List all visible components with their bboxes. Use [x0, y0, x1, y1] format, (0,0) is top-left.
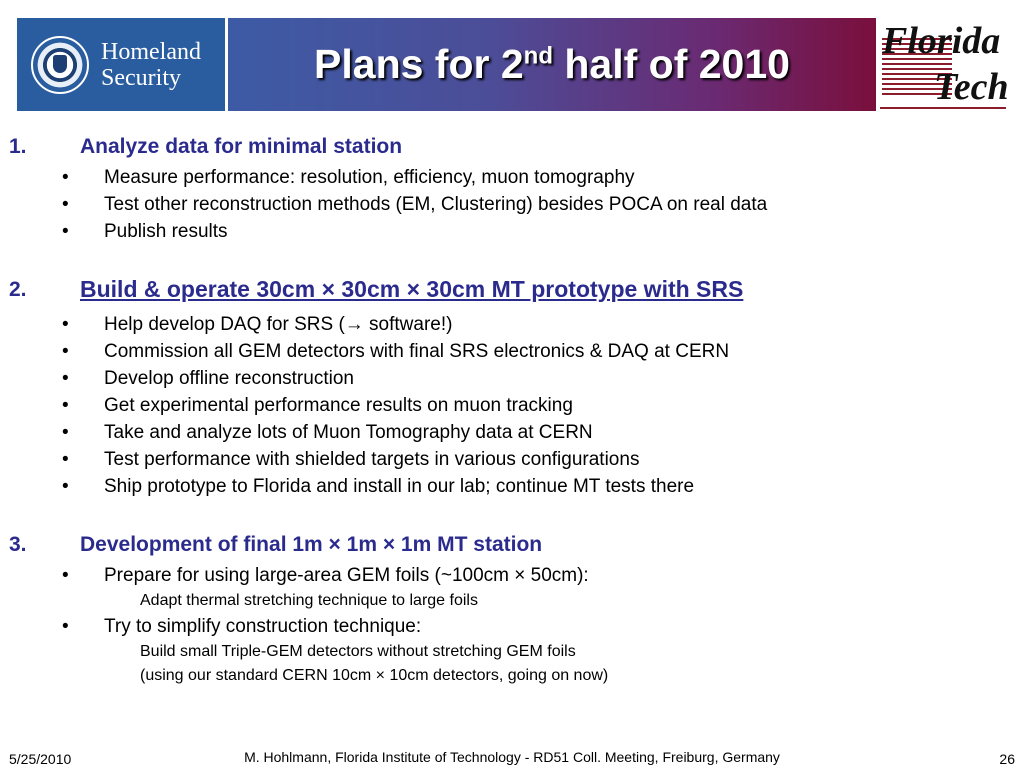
- list-item: • Publish results: [0, 218, 1024, 245]
- list-item-text: Prepare for using large-area GEM foils (…: [104, 565, 589, 586]
- bullet-icon: •: [62, 565, 69, 586]
- florida-tech-rule: [880, 107, 1006, 109]
- section-heading: 3. Development of final 1m × 1m × 1m MT …: [0, 530, 1024, 562]
- sub-list-item-text: Build small Triple-GEM detectors without…: [140, 643, 576, 660]
- page-number: 26: [999, 751, 1015, 767]
- list-item-text: Get experimental performance results on …: [104, 395, 573, 416]
- list-item: • Develop offline reconstruction: [0, 365, 1024, 392]
- list-item-text: Ship prototype to Florida and install in…: [104, 476, 695, 497]
- section-1: 1. Analyze data for minimal station • Mea…: [0, 132, 1024, 245]
- list-item-text: Commission all GEM detectors with final …: [104, 341, 730, 362]
- footer-date: 5/25/2010: [9, 751, 72, 767]
- list-item: • Test other reconstruction methods (EM, …: [0, 191, 1024, 218]
- list-item: • Test performance with shielded targets …: [0, 446, 1024, 473]
- section-number: 3.: [9, 533, 27, 556]
- bullet-icon: •: [62, 449, 69, 470]
- section-number: 2.: [9, 278, 27, 301]
- list-item-text: Develop offline reconstruction: [104, 368, 354, 389]
- bullet-icon: •: [62, 341, 69, 362]
- title-superscript: nd: [523, 42, 553, 70]
- sub-list-item: (using our standard CERN 10cm × 10cm det…: [0, 664, 1024, 688]
- section-2: 2. Build & operate 30cm × 30cm × 30cm MT…: [0, 275, 1024, 500]
- title-prefix: Plans for 2: [314, 41, 524, 87]
- bullet-icon: •: [62, 616, 69, 637]
- section-title: Build & operate 30cm × 30cm × 30cm MT pr…: [80, 276, 744, 302]
- list-item: • Ship prototype to Florida and install i…: [0, 473, 1024, 500]
- list-item: • Try to simplify construction technique:: [0, 613, 1024, 640]
- bullet-icon: •: [62, 167, 69, 188]
- homeland-security-logo: Homeland Security: [17, 18, 225, 111]
- list-item: • Get experimental performance results on…: [0, 392, 1024, 419]
- slide-footer: 5/25/2010 M. Hohlmann, Florida Institute…: [0, 745, 1024, 767]
- dhs-logo-line1: Homeland: [101, 38, 201, 65]
- sub-list-item-text: (using our standard CERN 10cm × 10cm det…: [140, 667, 609, 684]
- section-heading: 2. Build & operate 30cm × 30cm × 30cm MT…: [0, 275, 1024, 311]
- section-3: 3. Development of final 1m × 1m × 1m MT …: [0, 530, 1024, 688]
- section-heading: 1. Analyze data for minimal station: [0, 132, 1024, 164]
- list-item-text: Help develop DAQ for SRS (→ software!): [104, 314, 453, 335]
- bullet-icon: •: [62, 422, 69, 443]
- bullet-icon: •: [62, 221, 69, 242]
- slide-body: 1. Analyze data for minimal station • Mea…: [0, 132, 1024, 688]
- bullet-icon: •: [62, 395, 69, 416]
- list-item: • Measure performance: resolution, effici…: [0, 164, 1024, 191]
- list-item-text: Try to simplify construction technique:: [104, 616, 422, 637]
- florida-tech-logo-line1: Florida: [882, 20, 1001, 62]
- slide-header: Homeland Security Plans for 2nd half of …: [0, 0, 1024, 116]
- title-bar: Plans for 2nd half of 2010: [228, 18, 876, 111]
- list-item: • Help develop DAQ for SRS (→ software!): [0, 311, 1024, 338]
- list-item-text: Test other reconstruction methods (EM, C…: [104, 194, 768, 215]
- list-item: • Prepare for using large-area GEM foils …: [0, 562, 1024, 589]
- bullet-icon: •: [62, 476, 69, 497]
- list-item: • Commission all GEM detectors with final…: [0, 338, 1024, 365]
- sub-list-item: Adapt thermal stretching technique to la…: [0, 589, 1024, 613]
- bullet-icon: •: [62, 368, 69, 389]
- slide-title: Plans for 2nd half of 2010: [314, 41, 790, 88]
- florida-tech-logo: Florida Tech: [878, 18, 1009, 111]
- title-suffix: half of 2010: [552, 41, 790, 87]
- list-item-text: Take and analyze lots of Muon Tomography…: [104, 422, 593, 443]
- dhs-logo-line2: Security: [101, 64, 181, 91]
- florida-tech-stripes-icon: [882, 38, 952, 98]
- list-item: • Take and analyze lots of Muon Tomograph…: [0, 419, 1024, 446]
- bullet-icon: •: [62, 314, 69, 335]
- section-title: Analyze data for minimal station: [80, 135, 403, 158]
- list-item-text: Measure performance: resolution, efficie…: [104, 167, 635, 188]
- section-number: 1.: [9, 135, 27, 158]
- list-item-text: Test performance with shielded targets i…: [104, 449, 640, 470]
- list-item-text: Publish results: [104, 221, 228, 242]
- dhs-seal-icon: [31, 35, 89, 94]
- dhs-logo-text: Homeland Security: [101, 39, 201, 91]
- sub-list-item-text: Adapt thermal stretching technique to la…: [140, 592, 478, 609]
- bullet-icon: •: [62, 194, 69, 215]
- sub-list-item: Build small Triple-GEM detectors without…: [0, 640, 1024, 664]
- footer-credit: M. Hohlmann, Florida Institute of Techno…: [244, 749, 780, 765]
- section-title: Development of final 1m × 1m × 1m MT sta…: [80, 533, 543, 556]
- florida-tech-logo-line2: Tech: [934, 66, 1009, 108]
